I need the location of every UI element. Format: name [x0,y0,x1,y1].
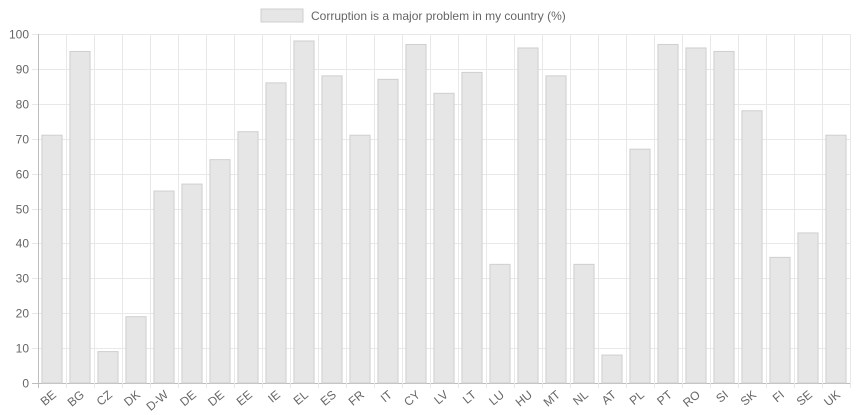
y-tick-label: 10 [16,342,30,356]
bar-el[interactable] [293,40,315,384]
y-tick-label: 30 [16,272,30,286]
y-tick-label: 100 [9,28,29,42]
bar-lu[interactable] [489,263,511,384]
x-tick-label: UK [821,388,843,409]
x-tick-label: IT [378,387,396,405]
x-tick-label: RO [680,388,703,410]
x-tick-label: DE [177,388,199,409]
bar-bg[interactable] [69,50,91,384]
bar-cy[interactable] [405,43,427,384]
bar-hu[interactable] [517,47,539,384]
bar-pl[interactable] [629,148,651,384]
bar-uk[interactable] [825,134,847,384]
x-tick-label: AT [599,387,620,407]
bar-it[interactable] [377,78,399,384]
x-tick-label: D-W [144,387,172,414]
legend[interactable]: Corruption is a major problem in my coun… [260,8,566,23]
y-tick-label: 80 [16,98,30,112]
x-tick-label: SI [713,388,731,406]
bar-sk[interactable] [741,110,763,384]
bar-dk[interactable] [125,316,147,384]
x-tick-label: FI [770,388,787,406]
bar-d-w[interactable] [153,190,175,384]
x-tick-label: PT [654,387,675,408]
x-tick-label: IE [265,388,283,406]
x-tick-label: EL [291,387,311,407]
x-tick-label: BG [65,388,87,410]
x-tick-label: SK [738,388,759,409]
x-tick-label: MT [541,387,564,409]
x-tick-label: CY [401,388,423,409]
x-tick-label: CZ [94,388,115,409]
x-tick-label: EE [234,388,255,409]
bar-es[interactable] [321,75,343,384]
x-tick-label: FR [346,387,368,408]
bar-lv[interactable] [433,92,455,384]
bar-nl[interactable] [573,263,595,384]
bar-cz[interactable] [97,351,119,384]
x-tick-label: NL [570,387,591,408]
x-axis-ticks: BE BG CZ DK D-W DE DE EE IE EL ES FR IT CY LV LT LU HU MT N… [38,387,843,414]
y-tick-label: 0 [22,377,29,391]
legend-label: Corruption is a major problem in my coun… [311,9,566,23]
x-tick-label: LT [460,387,480,407]
bar-ie[interactable] [265,82,287,384]
bar-fi[interactable] [769,256,791,384]
bar-at[interactable] [601,354,623,384]
bar-se[interactable] [797,232,819,384]
y-tick-label: 60 [16,168,30,182]
bar-mt[interactable] [545,75,567,384]
x-tick-label: DE [205,388,227,409]
bar-pt[interactable] [657,43,679,384]
bar-de[interactable] [209,159,231,384]
y-tick-label: 90 [16,63,30,77]
bar-ro[interactable] [685,47,707,384]
x-tick-label: PL [627,387,647,407]
x-tick-label: DK [121,388,143,409]
y-tick-label: 70 [16,133,30,147]
legend-swatch [260,8,304,23]
x-tick-label: BE [38,388,59,409]
x-tick-label: LU [486,388,507,409]
x-tick-label: LV [431,388,451,408]
y-tick-label: 50 [16,203,30,217]
bar-ee[interactable] [237,131,259,384]
bar-si[interactable] [713,50,735,384]
x-tick-label: SE [794,388,815,409]
bar-fr[interactable] [349,134,371,384]
bar-lt[interactable] [461,71,483,384]
bar-be[interactable] [41,134,63,384]
x-tick-label: ES [318,388,339,409]
x-tick-label: HU [513,388,535,410]
y-tick-label: 40 [16,237,30,251]
bars [41,40,847,384]
y-tick-label: 20 [16,307,30,321]
bar-de[interactable] [181,183,203,384]
y-axis-ticks: 0 10 20 30 40 50 60 70 80 90 100 [9,28,29,391]
